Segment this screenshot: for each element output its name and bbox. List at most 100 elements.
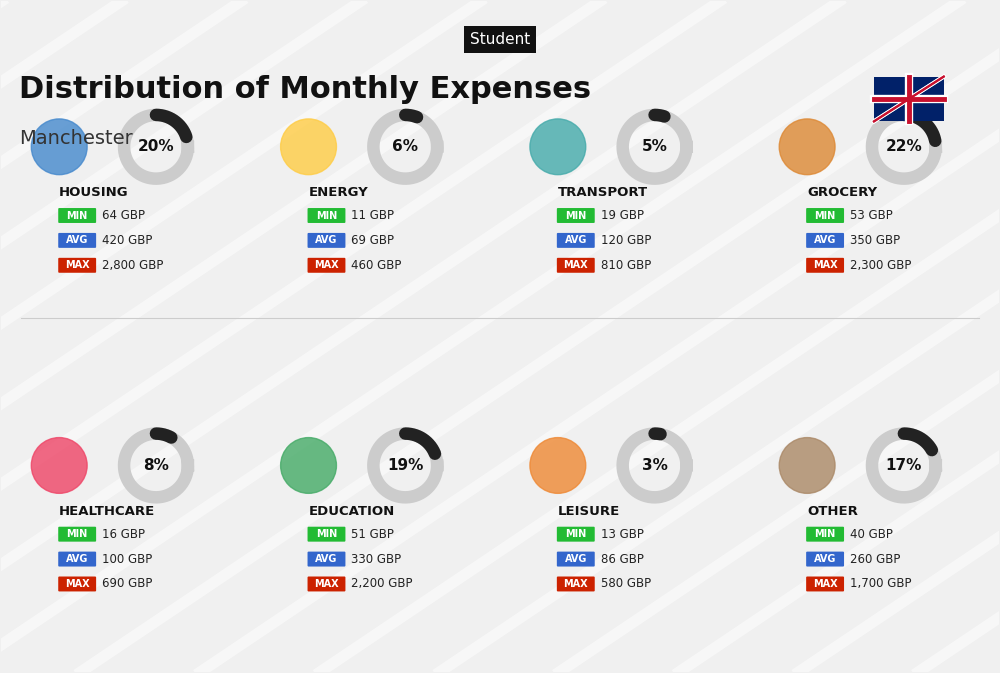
FancyBboxPatch shape [58,233,96,248]
Circle shape [530,437,586,493]
FancyBboxPatch shape [308,258,345,273]
FancyBboxPatch shape [308,233,345,248]
Text: MIN: MIN [67,211,88,221]
FancyBboxPatch shape [58,552,96,567]
Text: 2,800 GBP: 2,800 GBP [102,259,163,272]
Text: GROCERY: GROCERY [807,186,877,199]
FancyBboxPatch shape [308,577,345,592]
Bar [874,77,944,121]
Text: MAX: MAX [65,579,89,589]
Text: 100 GBP: 100 GBP [102,553,152,565]
Text: AVG: AVG [814,554,836,564]
FancyBboxPatch shape [557,552,595,567]
Text: 580 GBP: 580 GBP [601,577,651,590]
Text: AVG: AVG [814,236,836,246]
FancyBboxPatch shape [806,258,844,273]
Text: OTHER: OTHER [807,505,858,518]
Text: MAX: MAX [314,260,339,271]
Text: 3%: 3% [642,458,668,473]
Text: MIN: MIN [67,529,88,539]
Text: MAX: MAX [563,579,588,589]
FancyBboxPatch shape [308,552,345,567]
Text: TRANSPORT: TRANSPORT [558,186,648,199]
Text: MIN: MIN [316,529,337,539]
Circle shape [281,437,336,493]
Text: LEISURE: LEISURE [558,505,620,518]
Text: HEALTHCARE: HEALTHCARE [59,505,155,518]
Text: 6%: 6% [392,139,418,154]
Text: MAX: MAX [563,260,588,271]
Text: MIN: MIN [814,211,836,221]
FancyBboxPatch shape [58,258,96,273]
Text: 120 GBP: 120 GBP [601,234,651,247]
FancyBboxPatch shape [58,208,96,223]
FancyBboxPatch shape [557,233,595,248]
FancyBboxPatch shape [557,258,595,273]
Circle shape [530,119,586,175]
Text: EDUCATION: EDUCATION [309,505,395,518]
FancyBboxPatch shape [557,208,595,223]
Text: 690 GBP: 690 GBP [102,577,152,590]
Text: AVG: AVG [315,554,338,564]
Text: 53 GBP: 53 GBP [850,209,893,222]
FancyBboxPatch shape [806,233,844,248]
Text: AVG: AVG [315,236,338,246]
Text: 5%: 5% [642,139,668,154]
FancyBboxPatch shape [308,527,345,542]
Text: MIN: MIN [565,529,586,539]
FancyBboxPatch shape [557,577,595,592]
Text: 13 GBP: 13 GBP [601,528,644,540]
Text: MIN: MIN [814,529,836,539]
Text: 51 GBP: 51 GBP [351,528,394,540]
Circle shape [31,437,87,493]
Circle shape [779,437,835,493]
Text: MAX: MAX [813,579,837,589]
Text: 40 GBP: 40 GBP [850,528,893,540]
Text: HOUSING: HOUSING [59,186,129,199]
FancyBboxPatch shape [58,577,96,592]
Text: 16 GBP: 16 GBP [102,528,145,540]
Text: 86 GBP: 86 GBP [601,553,644,565]
Text: Manchester: Manchester [19,129,133,148]
Text: 2,200 GBP: 2,200 GBP [351,577,413,590]
Text: 19 GBP: 19 GBP [601,209,644,222]
FancyBboxPatch shape [557,527,595,542]
Text: ENERGY: ENERGY [309,186,368,199]
Text: 11 GBP: 11 GBP [351,209,394,222]
Circle shape [281,119,336,175]
Text: 350 GBP: 350 GBP [850,234,900,247]
FancyBboxPatch shape [806,552,844,567]
Text: MAX: MAX [65,260,89,271]
Text: Student: Student [470,32,530,46]
Text: 22%: 22% [886,139,922,154]
FancyBboxPatch shape [806,527,844,542]
Text: AVG: AVG [565,236,587,246]
FancyBboxPatch shape [58,527,96,542]
Text: MAX: MAX [314,579,339,589]
Text: 260 GBP: 260 GBP [850,553,900,565]
Text: 460 GBP: 460 GBP [351,259,402,272]
Text: 1,700 GBP: 1,700 GBP [850,577,912,590]
Text: 20%: 20% [138,139,174,154]
Text: 420 GBP: 420 GBP [102,234,152,247]
FancyBboxPatch shape [806,208,844,223]
Text: 17%: 17% [886,458,922,473]
Text: AVG: AVG [565,554,587,564]
Text: AVG: AVG [66,236,88,246]
Text: 8%: 8% [143,458,169,473]
Text: MIN: MIN [316,211,337,221]
Text: 2,300 GBP: 2,300 GBP [850,259,911,272]
Text: 64 GBP: 64 GBP [102,209,145,222]
FancyBboxPatch shape [308,208,345,223]
Circle shape [779,119,835,175]
Text: 69 GBP: 69 GBP [351,234,394,247]
Text: MIN: MIN [565,211,586,221]
Text: AVG: AVG [66,554,88,564]
FancyBboxPatch shape [806,577,844,592]
Text: 330 GBP: 330 GBP [351,553,402,565]
Text: MAX: MAX [813,260,837,271]
Text: 810 GBP: 810 GBP [601,259,651,272]
Text: Distribution of Monthly Expenses: Distribution of Monthly Expenses [19,75,591,104]
Text: 19%: 19% [387,458,423,473]
Circle shape [31,119,87,175]
